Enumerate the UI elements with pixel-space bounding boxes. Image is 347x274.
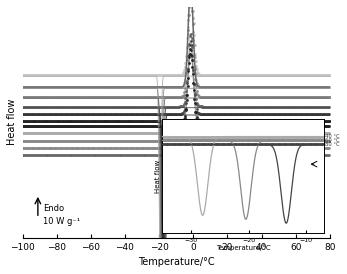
Text: 10 W g⁻¹: 10 W g⁻¹: [43, 217, 80, 226]
X-axis label: Temperature/°C: Temperature/°C: [138, 257, 214, 267]
Text: Endo: Endo: [43, 204, 64, 213]
Y-axis label: Heat flow: Heat flow: [7, 99, 17, 145]
